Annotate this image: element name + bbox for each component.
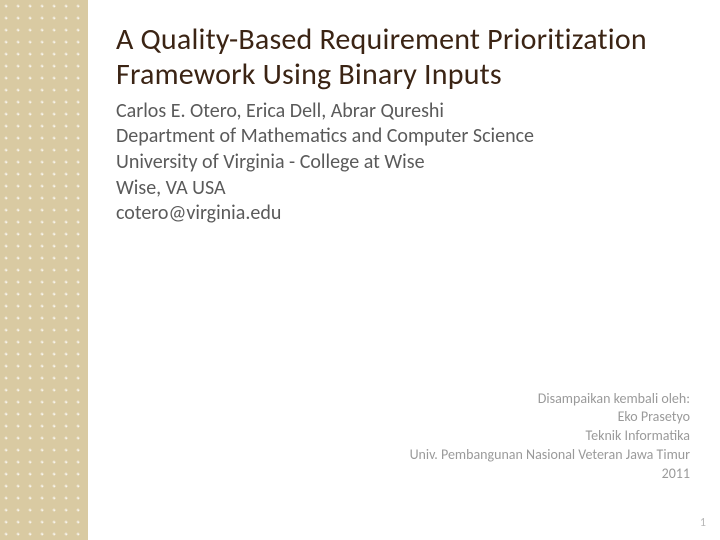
presenter-name: Eko Prasetyo xyxy=(410,408,690,427)
university-line: University of Virginia - College at Wise xyxy=(116,150,690,176)
presenter-intro: Disampaikan kembali oleh: xyxy=(410,390,690,409)
slide: A Quality-Based Requirement Prioritizati… xyxy=(0,0,720,540)
page-number: 1 xyxy=(700,516,706,530)
content-area: A Quality-Based Requirement Prioritizati… xyxy=(88,0,720,540)
department-line: Department of Mathematics and Computer S… xyxy=(116,124,690,150)
location-line: Wise, VA USA xyxy=(116,176,690,202)
presenter-block: Disampaikan kembali oleh: Eko Prasetyo T… xyxy=(410,390,690,484)
decorative-sidebar xyxy=(0,0,88,540)
presenter-institution: Univ. Pembangunan Nasional Veteran Jawa … xyxy=(410,446,690,465)
authors-line: Carlos E. Otero, Erica Dell, Abrar Qures… xyxy=(116,99,690,125)
presenter-program: Teknik Informatika xyxy=(410,427,690,446)
email-line: cotero@virginia.edu xyxy=(116,201,690,227)
presenter-year: 2011 xyxy=(410,465,690,484)
slide-title: A Quality-Based Requirement Prioritizati… xyxy=(116,22,690,93)
